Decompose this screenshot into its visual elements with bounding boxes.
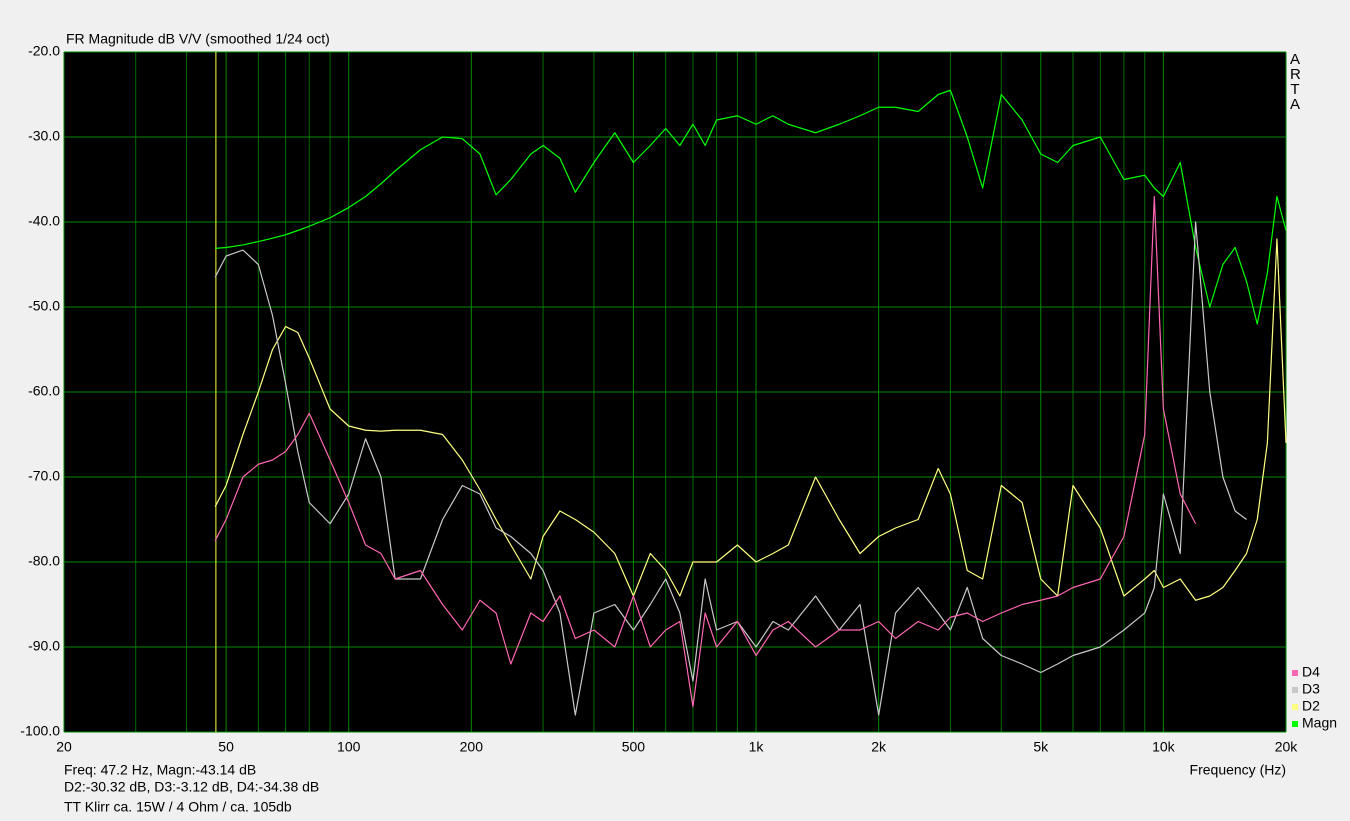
x-tick-label: 20k bbox=[1275, 739, 1299, 755]
legend-swatch bbox=[1292, 670, 1298, 676]
y-tick-label: -20.0 bbox=[28, 43, 60, 59]
legend-label: D2 bbox=[1302, 698, 1320, 714]
y-tick-label: -40.0 bbox=[28, 213, 60, 229]
y-tick-label: -60.0 bbox=[28, 383, 60, 399]
x-tick-label: 2k bbox=[871, 739, 887, 755]
y-tick-label: -30.0 bbox=[28, 128, 60, 144]
legend-swatch bbox=[1292, 721, 1298, 727]
series-line bbox=[215, 89, 1287, 325]
x-tick-label: 5k bbox=[1033, 739, 1049, 755]
x-tick-label: 1k bbox=[749, 739, 765, 755]
legend-swatch bbox=[1292, 704, 1298, 710]
x-tick-label: 20 bbox=[56, 739, 72, 755]
chart-title: FR Magnitude dB V/V (smoothed 1/24 oct) bbox=[66, 31, 330, 47]
series-line bbox=[214, 221, 1247, 716]
x-tick-label: 50 bbox=[218, 739, 234, 755]
x-tick-label: 10k bbox=[1152, 739, 1176, 755]
y-tick-label: -50.0 bbox=[28, 298, 60, 314]
logo: ARTA bbox=[1290, 51, 1301, 113]
y-tick-label: -80.0 bbox=[28, 553, 60, 569]
legend-label: Magn bbox=[1302, 715, 1337, 731]
x-axis-label: Frequency (Hz) bbox=[1190, 762, 1286, 778]
x-tick-label: 500 bbox=[622, 739, 646, 755]
x-tick-label: 100 bbox=[337, 739, 361, 755]
y-tick-label: -70.0 bbox=[28, 468, 60, 484]
legend-label: D4 bbox=[1302, 664, 1320, 680]
annotation: Freq: 47.2 Hz, Magn:-43.14 dB bbox=[64, 762, 256, 778]
annotation: TT Klirr ca. 15W / 4 Ohm / ca. 105db bbox=[64, 799, 292, 815]
annotation: D2:-30.32 dB, D3:-3.12 dB, D4:-34.38 dB bbox=[64, 779, 319, 795]
y-tick-label: -90.0 bbox=[28, 638, 60, 654]
legend-swatch bbox=[1292, 687, 1298, 693]
y-tick-label: -100.0 bbox=[20, 723, 60, 739]
series-line bbox=[214, 195, 1197, 708]
legend-label: D3 bbox=[1302, 681, 1320, 697]
x-tick-label: 200 bbox=[460, 739, 484, 755]
